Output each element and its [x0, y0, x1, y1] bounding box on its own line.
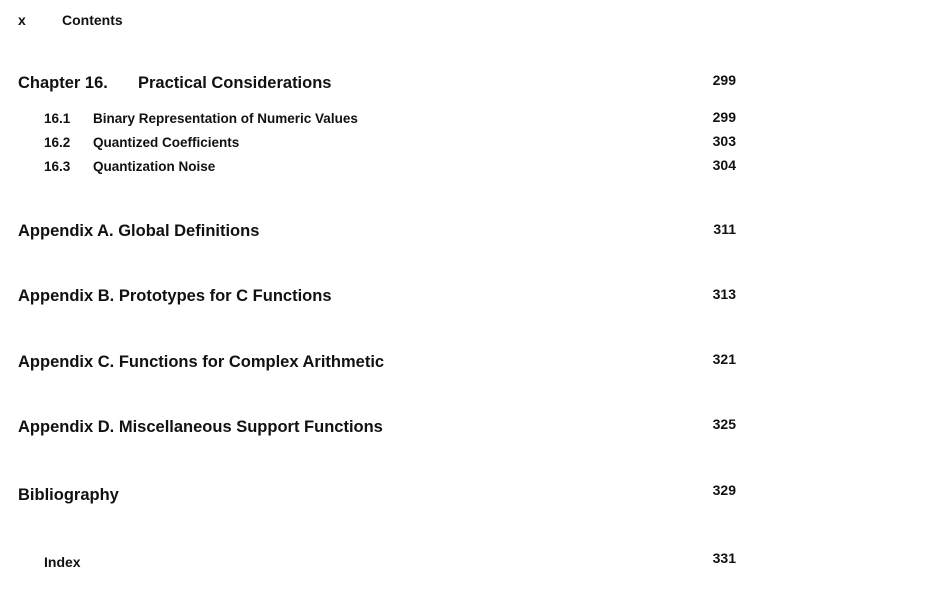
- appendix-title: Appendix C. Functions for Complex Arithm…: [18, 353, 385, 371]
- appendix-page: 311: [713, 221, 736, 237]
- section-title: Binary Representation of Numeric Values: [93, 111, 358, 126]
- index-page: 331: [712, 550, 736, 566]
- section-page: 304: [712, 157, 736, 173]
- section-number: 16.2: [44, 135, 71, 150]
- appendix-title: Appendix A. Global Definitions: [18, 222, 260, 240]
- chapter-label: Chapter 16.: [18, 74, 108, 92]
- index-title: Index: [44, 554, 81, 570]
- appendix-page: 313: [712, 286, 736, 302]
- chapter-title: Practical Considerations: [138, 74, 332, 92]
- section-title: Quantization Noise: [93, 159, 216, 174]
- section-number: 16.1: [44, 111, 71, 126]
- chapter-page: 299: [712, 72, 736, 88]
- appendix-page: 325: [712, 416, 736, 432]
- page-numeral: x: [18, 12, 26, 28]
- appendix-title: Appendix B. Prototypes for C Functions: [18, 287, 332, 305]
- appendix-page: 321: [712, 351, 736, 367]
- section-number: 16.3: [44, 159, 71, 174]
- section-page: 303: [712, 133, 736, 149]
- bibliography-title: Bibliography: [18, 486, 119, 504]
- section-page: 299: [712, 109, 736, 125]
- appendix-title: Appendix D. Miscellaneous Support Functi…: [18, 418, 383, 436]
- running-title: Contents: [62, 12, 123, 28]
- bibliography-page: 329: [712, 482, 736, 498]
- section-title: Quantized Coefficients: [93, 135, 240, 150]
